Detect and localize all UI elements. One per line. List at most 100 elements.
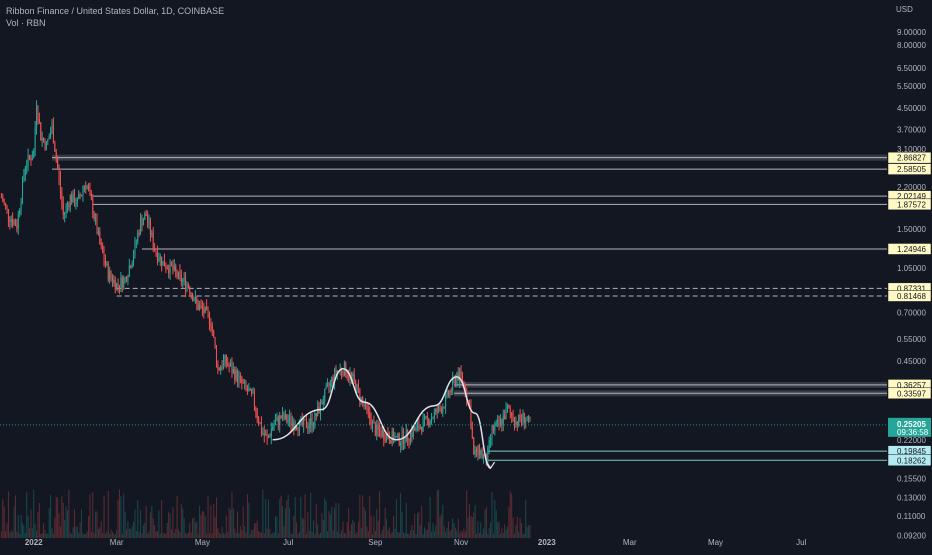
candle-body (176, 271, 178, 277)
candle-body (435, 409, 437, 413)
time-axis: 2022 Mar May Jul Sep Nov 2023 Mar May Jul (25, 538, 807, 547)
candle-body (374, 423, 376, 436)
candle-body (461, 375, 463, 382)
volume-bar (111, 531, 113, 538)
candle-body (404, 442, 406, 444)
candle-body (436, 409, 438, 413)
candle-body (113, 280, 115, 283)
candle-body (238, 376, 240, 383)
candle-body (186, 284, 188, 290)
candle-body (341, 368, 343, 373)
candle-body (88, 186, 90, 190)
volume-bar (208, 533, 210, 538)
volume-bar (227, 532, 229, 538)
volume-bar (199, 506, 201, 538)
candle-body (0, 197, 2, 199)
candle-body (76, 198, 78, 205)
volume-bar (118, 489, 120, 538)
volume-bar (128, 528, 130, 538)
candle-body (110, 271, 112, 278)
volume-bar (74, 509, 75, 538)
volume-bar (369, 495, 371, 538)
time-tick-label: Jul (796, 538, 806, 547)
candle-body (180, 274, 182, 283)
volume-bar (30, 509, 32, 538)
candle-body (492, 425, 494, 431)
candle-body (506, 406, 508, 408)
price-tick-label: 0.70000 (897, 309, 926, 318)
candle-body (266, 434, 268, 438)
volume-bar (213, 503, 215, 538)
volume-bar (380, 533, 382, 538)
volume-bar (171, 529, 172, 538)
volume-bar (331, 506, 333, 538)
candle-body (320, 400, 321, 413)
volume-bar (24, 533, 26, 538)
price-tick-label: 5.50000 (897, 82, 926, 91)
price-axis: USD 9.00000 8.00000 6.50000 5.50000 4.50000 3.… (896, 5, 926, 541)
candle-body (252, 392, 254, 394)
candle-body (255, 406, 257, 413)
candle-body (277, 417, 279, 425)
level-label: 0.33597 (897, 389, 926, 398)
price-tick-label: 3.10000 (897, 145, 926, 154)
volume-bar (109, 533, 111, 538)
volume-bar (294, 496, 296, 538)
volume-bar (426, 529, 428, 538)
volume-bar (186, 533, 188, 538)
volume-bar (457, 518, 459, 538)
volume-bar (447, 521, 449, 538)
volume-bar (223, 533, 225, 538)
candle-body (183, 277, 185, 281)
volume-bar (61, 496, 63, 538)
candle-body (363, 401, 365, 406)
candle-body (47, 139, 49, 142)
volume-bar (329, 514, 331, 538)
volume-bar (10, 530, 12, 538)
volume-bar (488, 528, 490, 538)
candle-body (418, 423, 420, 429)
candle-body (476, 450, 478, 455)
volume-bar (134, 509, 136, 538)
volume-bar (175, 528, 177, 538)
volume-bar (289, 507, 291, 538)
candle-body (248, 390, 250, 392)
candle-body (447, 391, 449, 396)
candle-body (512, 415, 514, 422)
candle-body (258, 417, 260, 424)
time-tick-label: Jul (283, 538, 293, 547)
candle-body (23, 175, 25, 179)
volume-bar (107, 491, 109, 538)
candle-body (253, 392, 255, 407)
volume-bar (156, 531, 158, 538)
volume-indicator-label[interactable]: Vol · RBN (6, 18, 46, 28)
candle-body (283, 413, 285, 420)
volume-bar (523, 533, 525, 538)
volume-bar (442, 504, 444, 538)
candle-body (411, 432, 413, 437)
pattern-arrow-icon (486, 461, 496, 470)
volume-bar (104, 533, 106, 538)
volume-bar (300, 496, 302, 538)
volume-bar (467, 517, 469, 538)
volume-bar (374, 530, 376, 538)
candle-body (276, 417, 278, 422)
volume-bar (318, 533, 320, 538)
volume-bar (76, 526, 78, 538)
volume-bar (102, 533, 104, 538)
volume-bar (367, 531, 369, 538)
volume-bar (43, 523, 45, 538)
candle-body (217, 364, 219, 369)
volume-bar (142, 524, 144, 538)
candle-body (210, 324, 212, 326)
volume-bar (93, 532, 95, 538)
volume-bar (163, 533, 165, 538)
volume-bar (484, 510, 486, 538)
candle-body (474, 450, 476, 455)
candle-body (102, 245, 104, 253)
volume-bar (373, 515, 375, 538)
candle-body (161, 256, 163, 266)
symbol-title[interactable]: Ribbon Finance / United States Dollar, 1… (6, 6, 225, 16)
